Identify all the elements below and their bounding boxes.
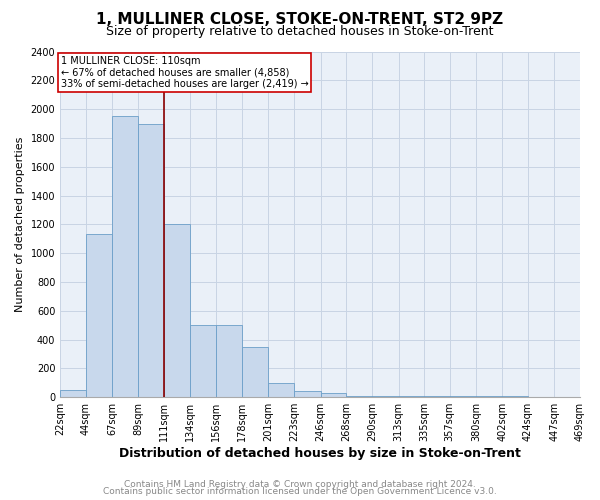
Bar bbox=[112, 116, 138, 397]
Bar bbox=[86, 234, 112, 397]
Text: Size of property relative to detached houses in Stoke-on-Trent: Size of property relative to detached ho… bbox=[106, 25, 494, 38]
Y-axis label: Number of detached properties: Number of detached properties bbox=[15, 136, 25, 312]
Bar bbox=[502, 396, 527, 397]
Bar bbox=[138, 124, 164, 397]
X-axis label: Distribution of detached houses by size in Stoke-on-Trent: Distribution of detached houses by size … bbox=[119, 447, 521, 460]
Bar bbox=[320, 393, 346, 397]
Text: 1, MULLINER CLOSE, STOKE-ON-TRENT, ST2 9PZ: 1, MULLINER CLOSE, STOKE-ON-TRENT, ST2 9… bbox=[97, 12, 503, 28]
Text: Contains HM Land Registry data © Crown copyright and database right 2024.: Contains HM Land Registry data © Crown c… bbox=[124, 480, 476, 489]
Bar bbox=[216, 325, 242, 397]
Text: Contains public sector information licensed under the Open Government Licence v3: Contains public sector information licen… bbox=[103, 487, 497, 496]
Bar bbox=[268, 383, 294, 397]
Bar bbox=[372, 396, 398, 397]
Bar bbox=[476, 396, 502, 397]
Bar bbox=[294, 392, 320, 397]
Text: 1 MULLINER CLOSE: 110sqm
← 67% of detached houses are smaller (4,858)
33% of sem: 1 MULLINER CLOSE: 110sqm ← 67% of detach… bbox=[61, 56, 308, 89]
Bar bbox=[60, 390, 86, 397]
Bar bbox=[346, 396, 372, 397]
Bar bbox=[242, 347, 268, 397]
Bar bbox=[164, 224, 190, 397]
Bar bbox=[424, 396, 450, 397]
Bar bbox=[190, 325, 216, 397]
Bar bbox=[398, 396, 424, 397]
Bar bbox=[450, 396, 476, 397]
